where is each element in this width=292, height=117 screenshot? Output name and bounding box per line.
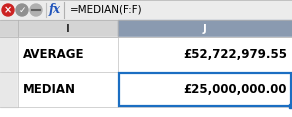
Text: ✓: ✓ [18,5,26,15]
Circle shape [16,4,28,16]
Text: =MEDIAN(F:F): =MEDIAN(F:F) [70,5,142,15]
Bar [118,37,292,72]
Bar [118,20,292,37]
Text: ×: × [4,5,12,15]
Text: I: I [66,24,70,33]
Bar [119,73,291,106]
Text: fx: fx [49,4,61,16]
Bar [0,20,18,37]
Bar [18,20,118,37]
Bar [0,0,292,20]
Bar [289,104,292,108]
Bar [18,72,118,107]
Text: AVERAGE: AVERAGE [23,48,84,61]
Circle shape [2,4,14,16]
Bar [118,72,292,107]
Text: £25,000,000.00: £25,000,000.00 [183,83,287,96]
Text: MEDIAN: MEDIAN [23,83,76,96]
Bar [18,37,118,72]
Circle shape [30,4,42,16]
Text: £52,722,979.55: £52,722,979.55 [183,48,287,61]
Bar [0,37,18,72]
Text: J: J [203,24,207,33]
Bar [0,72,18,107]
